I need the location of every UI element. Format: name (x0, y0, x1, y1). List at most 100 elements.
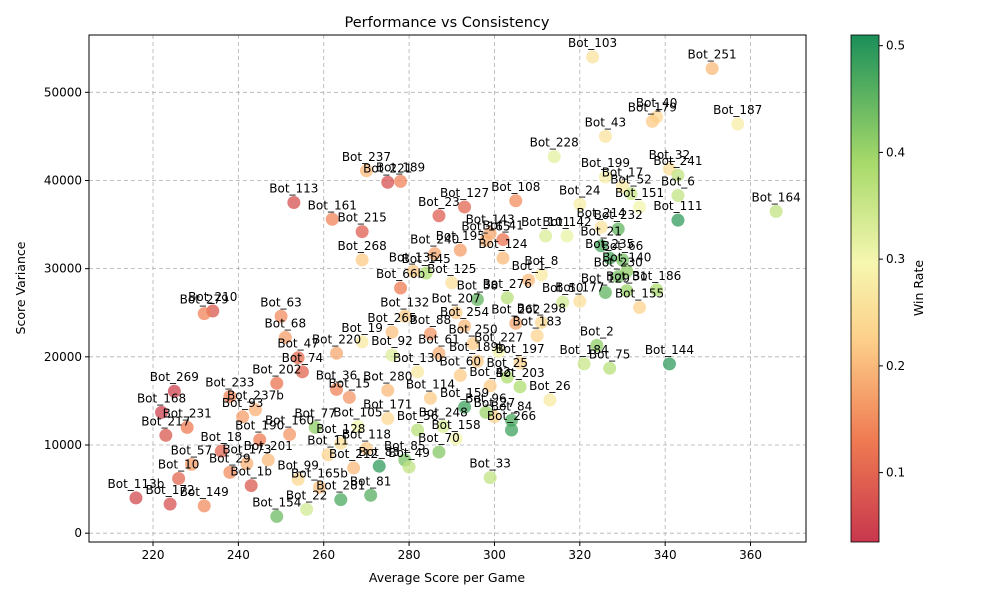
data-point-label: Bot_75 (589, 347, 631, 361)
data-point-label: Bot_241 (653, 154, 702, 168)
data-point (355, 335, 369, 349)
data-point (270, 376, 284, 390)
x-tick-label: 240 (227, 548, 250, 562)
data-point (496, 233, 510, 247)
data-point (300, 502, 314, 516)
data-point (155, 405, 169, 419)
x-axis-ticks: 220 240 260 280 300 320 340 360 (142, 542, 762, 562)
data-point-label: Bot_1 (512, 259, 546, 273)
data-point (381, 175, 395, 189)
data-point-label: Bot_227 (474, 331, 523, 345)
data-point-label: Bot_177 (555, 280, 604, 294)
data-point (496, 251, 510, 265)
data-point-label: Bot_61 (418, 332, 460, 346)
data-point-label: Bot_220 (312, 332, 361, 346)
data-point (534, 268, 548, 282)
data-point-label: Bot_190 (235, 419, 284, 433)
data-point-label: Bot_184 (559, 343, 608, 357)
data-point (470, 354, 484, 368)
data-point (432, 209, 446, 223)
x-tick-label: 220 (142, 548, 165, 562)
data-point (334, 493, 348, 507)
data-point (402, 460, 416, 474)
data-point (594, 239, 608, 253)
data-point-label: Bot_10 (158, 458, 200, 472)
data-point-label: Bot_49 (388, 446, 430, 460)
data-point-label: Bot_186 (632, 269, 681, 283)
data-point (321, 448, 335, 462)
data-point (577, 357, 591, 371)
data-point-label: Bot_2 (580, 324, 614, 338)
data-point-label: Bot_250 (449, 323, 498, 337)
data-point (633, 200, 647, 214)
data-point (543, 393, 557, 407)
x-axis-label: Average Score per Game (369, 570, 526, 585)
data-point (458, 400, 472, 414)
colorbar-ticks: 0.1 0.2 0.3 0.4 0.5 (879, 39, 905, 480)
data-point-label: Bot_237b (227, 389, 284, 403)
data-point-label: Bot_140 (602, 250, 651, 264)
data-point-label: Bot_164 (752, 190, 801, 204)
data-point (197, 499, 211, 513)
data-point (223, 390, 237, 404)
data-point-label: Bot_201 (244, 439, 293, 453)
data-point-label: Bot_68 (265, 316, 307, 330)
data-point-label: Bot_161 (308, 198, 357, 212)
data-point-label: Bot_165b (291, 466, 348, 480)
data-point (347, 461, 361, 475)
data-point (394, 174, 408, 188)
data-point-label: Bot_125 (427, 262, 476, 276)
data-point (432, 445, 446, 459)
data-point-label: Bot_101 (521, 215, 570, 229)
x-tick-label: 340 (654, 548, 677, 562)
data-point-label: Bot_212 (329, 447, 378, 461)
data-point (620, 264, 634, 278)
data-point (312, 480, 326, 494)
data-point-label: Bot_74 (282, 351, 324, 365)
data-point (308, 420, 322, 434)
data-point (573, 294, 587, 308)
data-point-label: Bot_81 (350, 474, 392, 488)
data-point-label: Bot_207 (431, 292, 480, 306)
data-point (287, 196, 301, 210)
data-point-label: Bot_105 (333, 405, 382, 419)
data-point-label: Bot_129 (581, 271, 630, 285)
data-point-label: Bot_57 (171, 443, 213, 457)
data-point-label: Bot_237 (342, 150, 391, 164)
data-point-label: Bot_27 (474, 396, 516, 410)
data-point-label: Bot_88 (410, 313, 452, 327)
data-point (671, 168, 685, 182)
data-point (530, 329, 544, 343)
data-point-label: Bot_38 (457, 279, 499, 293)
data-point (381, 383, 395, 397)
x-tick-label: 300 (483, 548, 506, 562)
data-point-label: Bot_1b (230, 465, 272, 479)
data-point-label: Bot_254 (440, 305, 489, 319)
data-point-label: Bot_25 (486, 356, 528, 370)
data-point (385, 325, 399, 339)
data-point (458, 200, 472, 214)
data-point (406, 264, 420, 278)
data-point-label: Bot_221 (363, 161, 412, 175)
data-point-label: Bot_265 (367, 311, 416, 325)
data-point-label: Bot_143 (466, 212, 515, 226)
x-tick-label: 260 (312, 548, 335, 562)
data-point-label: Bot_145 (402, 252, 451, 266)
data-point (505, 423, 519, 437)
data-point (505, 413, 519, 427)
data-point (615, 253, 629, 267)
data-point (180, 420, 194, 434)
data-point-label: Bot_214 (577, 206, 626, 220)
data-point-label: Bot_85 (384, 439, 426, 453)
data-point-label: Bot_279 (180, 293, 229, 307)
data-point-label: Bot_171 (363, 398, 412, 412)
data-point (411, 365, 425, 379)
data-point (278, 330, 292, 344)
data-point-label: Bot_63 (260, 295, 302, 309)
data-point-label: Bot_23 (418, 195, 460, 209)
data-point (325, 212, 339, 226)
data-point-label: Bot_269 (150, 370, 199, 384)
data-point (615, 180, 629, 194)
data-point (479, 233, 493, 247)
